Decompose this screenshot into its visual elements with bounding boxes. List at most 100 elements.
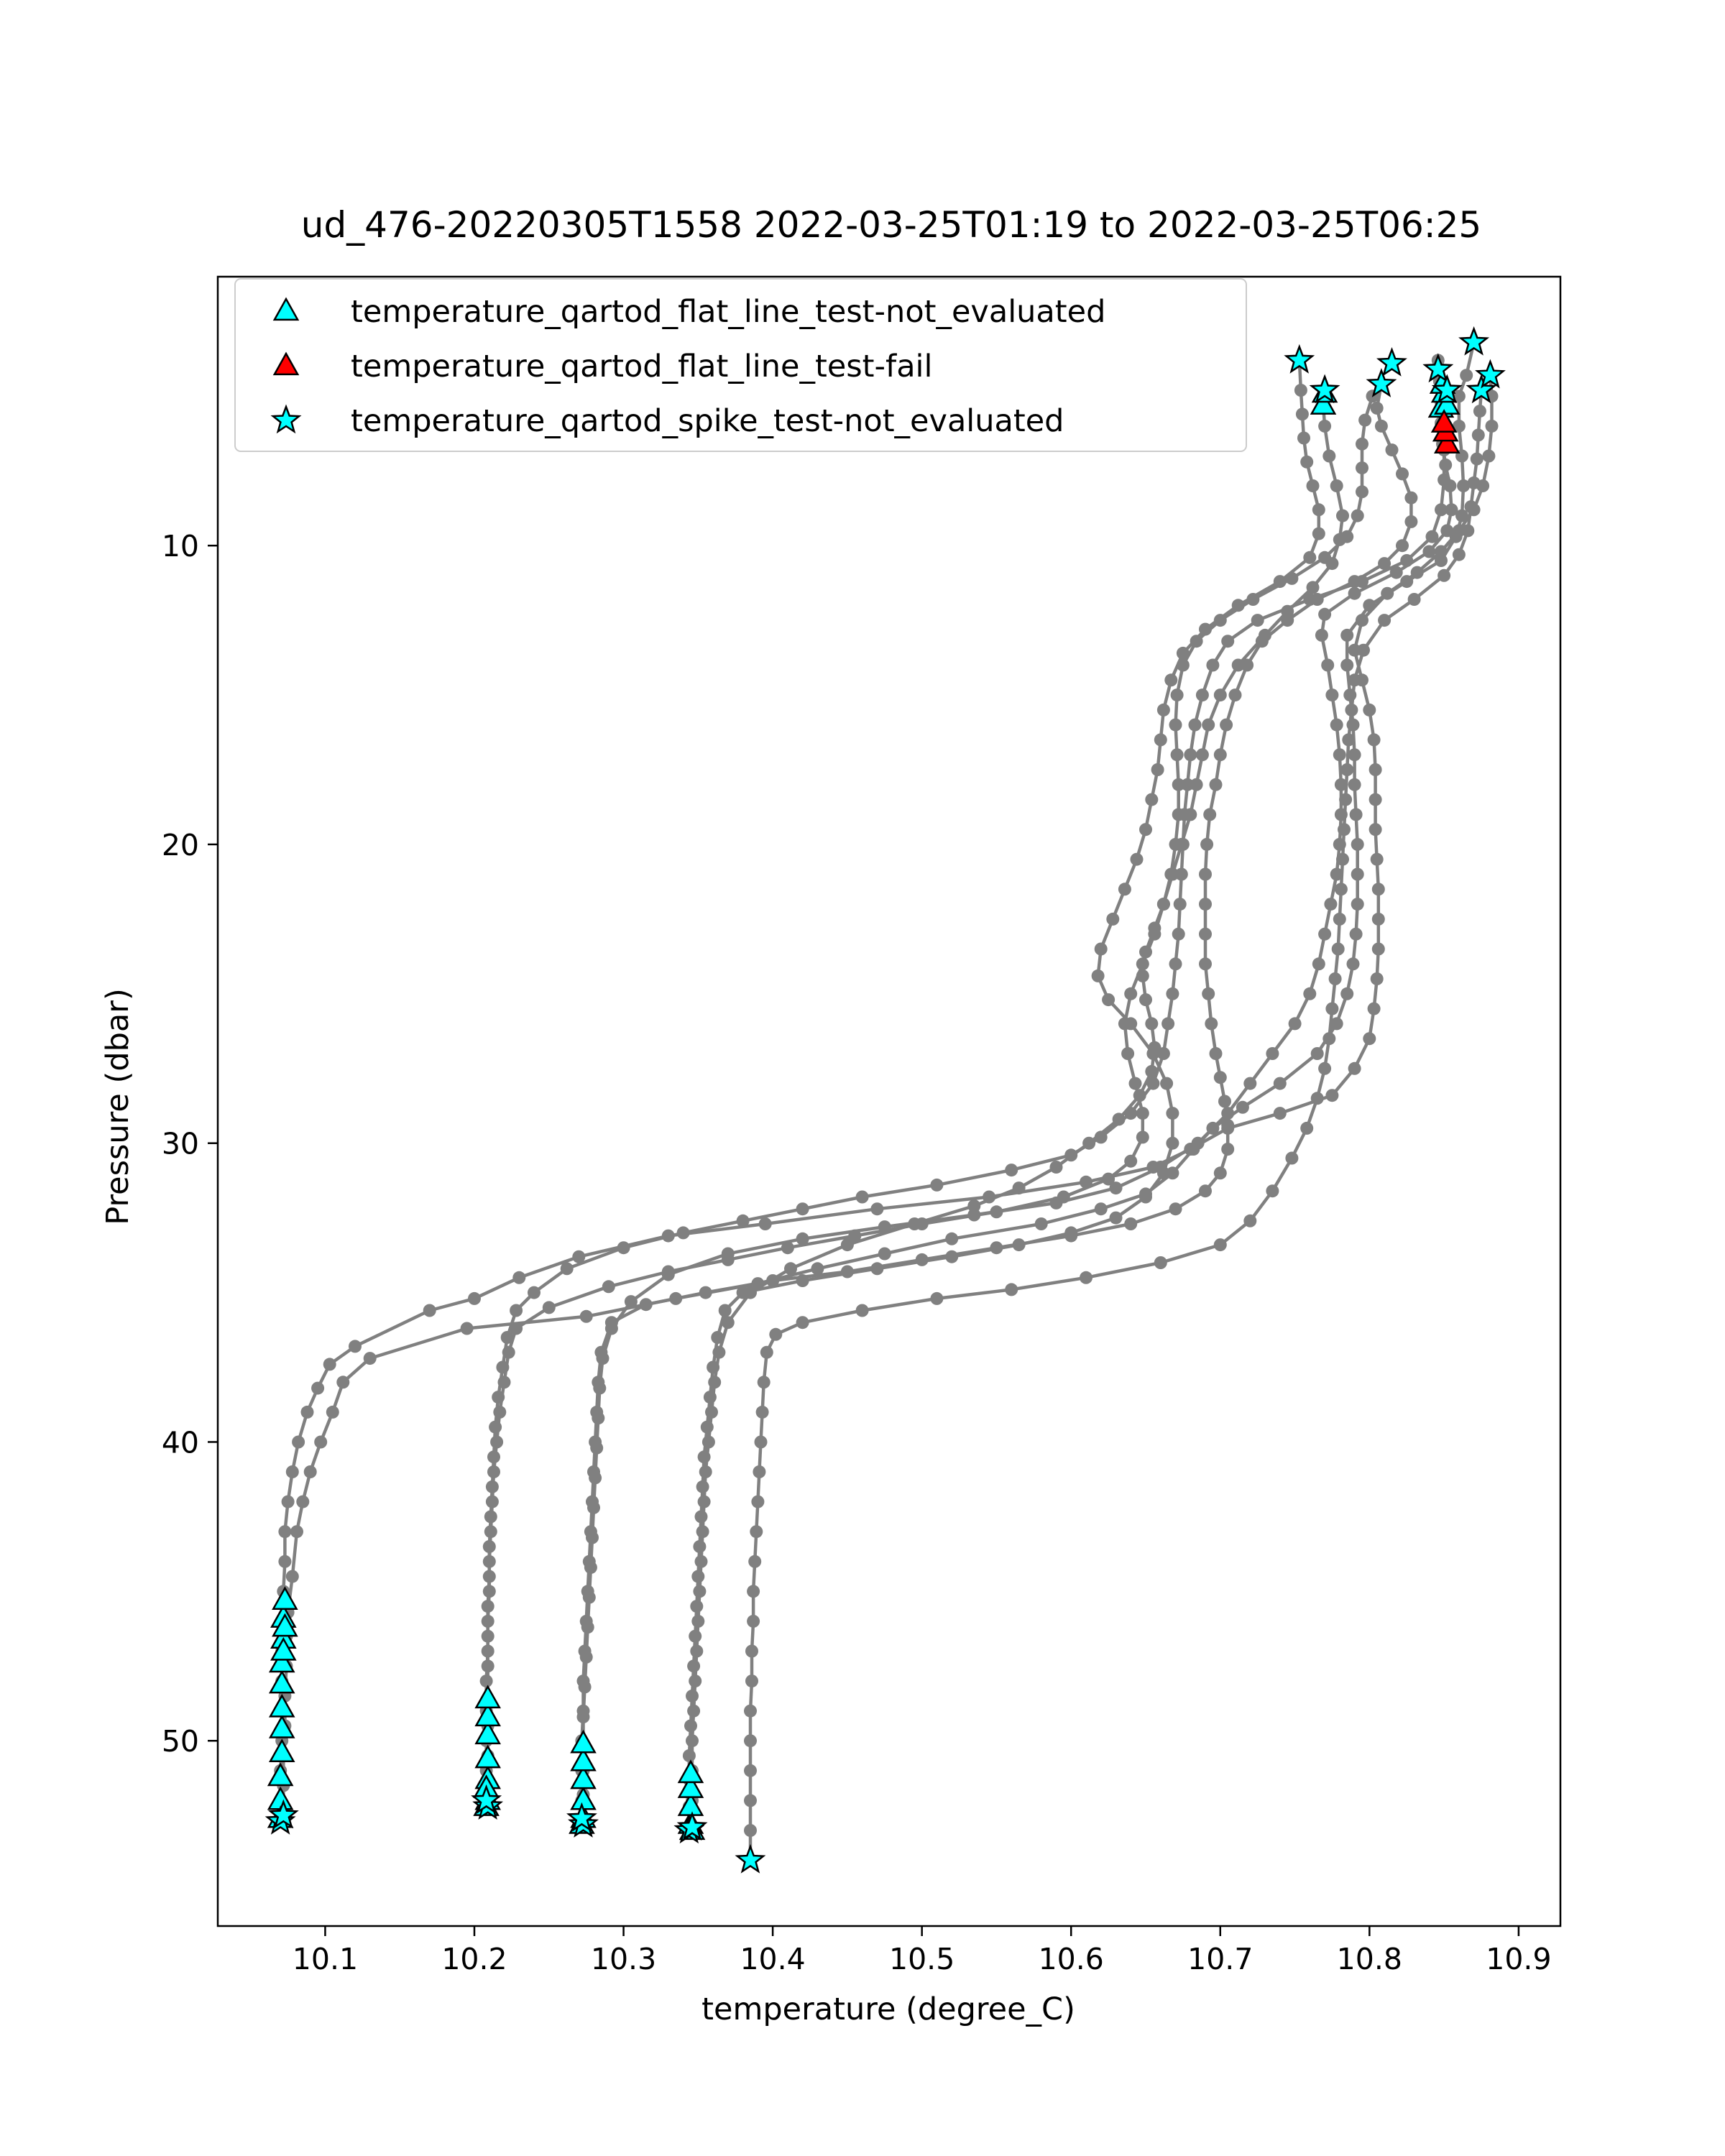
profile-point xyxy=(1148,921,1162,935)
profile-point xyxy=(796,1274,809,1287)
profile-point xyxy=(1221,1118,1235,1132)
profile-3 xyxy=(481,384,1454,1813)
profile-point xyxy=(1145,1064,1159,1078)
flat-line-not-evaluated-marker xyxy=(1310,391,1337,415)
profile-point xyxy=(285,1465,299,1478)
profile-point xyxy=(1330,1017,1343,1031)
profile-point xyxy=(736,1214,750,1227)
profile-point xyxy=(1166,1107,1179,1120)
profile-point xyxy=(502,1345,515,1359)
profile-point xyxy=(578,1680,592,1694)
profile-point xyxy=(1336,852,1349,866)
profile-point xyxy=(1378,614,1392,627)
spike-not-evaluated-marker xyxy=(1422,353,1454,383)
profile-point xyxy=(745,1644,758,1658)
profile-point xyxy=(490,1435,504,1449)
profile-point xyxy=(760,1345,773,1359)
profile-point xyxy=(1170,688,1184,702)
profile-4 xyxy=(479,384,1349,1807)
legend-triangle-marker xyxy=(272,297,300,321)
profile-point xyxy=(1181,778,1195,791)
profile-point xyxy=(751,1495,765,1508)
flat-line-fail-marker xyxy=(1433,430,1460,453)
profile-point xyxy=(796,1316,809,1330)
legend-box xyxy=(234,278,1247,452)
profile-point xyxy=(1370,401,1384,415)
profile-point xyxy=(1199,927,1212,941)
profile-point xyxy=(708,1376,722,1389)
legend-label: temperature_qartod_flat_line_test-fail xyxy=(351,349,932,384)
profile-point xyxy=(758,1217,772,1230)
profile-point xyxy=(1199,957,1212,971)
profile-point xyxy=(781,1241,794,1255)
profile-point xyxy=(744,1794,757,1807)
profile-point xyxy=(1195,748,1209,762)
profile-point xyxy=(1339,793,1353,806)
profile-point xyxy=(1160,1077,1174,1090)
profile-line xyxy=(690,395,1374,1830)
profile-point xyxy=(1439,458,1453,471)
profile-point xyxy=(945,1232,959,1245)
profile-point xyxy=(1318,550,1332,564)
profile-point xyxy=(278,1554,292,1568)
profile-point xyxy=(1094,1202,1108,1216)
profile-point xyxy=(1357,643,1370,657)
profile-point xyxy=(796,1202,809,1216)
profile-point xyxy=(870,1202,884,1216)
profile-point xyxy=(590,1441,604,1455)
profile-point xyxy=(1322,449,1336,463)
profile-point xyxy=(1368,823,1382,837)
profile-point xyxy=(689,1674,702,1688)
profile-point xyxy=(1473,405,1486,418)
profile-point xyxy=(711,1331,724,1344)
profile-point xyxy=(1358,413,1372,427)
profile-point xyxy=(1318,1061,1332,1075)
profile-point xyxy=(1336,509,1349,522)
profile-point xyxy=(967,1208,981,1222)
x-tick-label: 10.6 xyxy=(1039,1942,1104,1976)
profile-point xyxy=(1374,419,1388,433)
profile-point xyxy=(693,1585,707,1598)
profile-point xyxy=(423,1304,436,1317)
profile-point xyxy=(481,1644,494,1658)
profile-point xyxy=(690,1644,704,1658)
profile-point xyxy=(1091,969,1105,982)
profile-point xyxy=(1130,852,1144,866)
profile-point xyxy=(1370,852,1384,866)
x-tick-label: 10.8 xyxy=(1337,1942,1402,1976)
profile-point xyxy=(1351,837,1364,851)
y-tick-label: 30 xyxy=(162,1127,199,1161)
profile-point xyxy=(1461,524,1475,538)
profile-line xyxy=(580,384,1413,1825)
profile-point xyxy=(745,1674,758,1688)
profile-point xyxy=(292,1435,305,1449)
x-tick-label: 10.4 xyxy=(740,1942,805,1976)
profile-point xyxy=(1005,1164,1018,1177)
profile-point xyxy=(468,1291,481,1305)
profile-point xyxy=(1348,643,1361,657)
flat-line-not-evaluated-marker xyxy=(268,1693,295,1718)
profile-point xyxy=(1213,748,1227,762)
profile-point xyxy=(753,1465,766,1478)
profile-point xyxy=(1396,539,1409,553)
y-tick-label: 50 xyxy=(162,1724,199,1759)
x-tick-label: 10.9 xyxy=(1486,1942,1551,1976)
profile-point xyxy=(1340,658,1354,672)
profile-point xyxy=(510,1322,523,1335)
profile-point xyxy=(281,1495,295,1508)
profile-point xyxy=(1318,927,1332,941)
profile-point xyxy=(1356,485,1368,499)
profile-point xyxy=(1005,1283,1018,1296)
profile-point xyxy=(1310,1047,1324,1060)
profile-point xyxy=(278,1525,292,1539)
profile-point xyxy=(579,1650,593,1664)
profile-point xyxy=(747,1585,760,1598)
profile-point xyxy=(945,1250,959,1263)
profile-point xyxy=(1273,1107,1287,1120)
profile-point xyxy=(1303,550,1317,564)
profile-point xyxy=(750,1525,763,1539)
legend-triangle-marker xyxy=(272,351,300,376)
profile-point xyxy=(702,1435,715,1449)
profile-point xyxy=(705,1405,718,1419)
profile-point xyxy=(1203,808,1217,821)
